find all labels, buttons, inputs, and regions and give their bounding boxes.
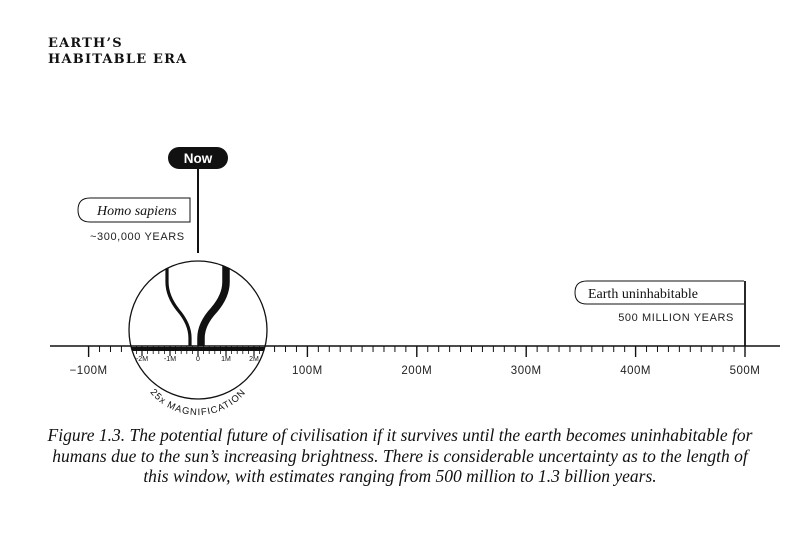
magnified-tick-label: 1M: [221, 356, 231, 363]
homo-sapiens-bracket: [77, 197, 191, 223]
tick-label: 400M: [620, 365, 651, 377]
lineage-branch-left: [165, 262, 192, 346]
magnified-major-ticks: -2M -1M 0 1M 2M: [136, 346, 259, 363]
tick-label: 500M: [730, 365, 761, 377]
magnifier-lens: [128, 260, 268, 400]
minor-ticks: [99, 346, 735, 352]
earth-end-duration: 500 MILLION YEARS: [618, 312, 734, 324]
now-badge-background: [168, 147, 228, 169]
magnified-tick-label: 0: [196, 356, 200, 363]
lineage-branch-right: [197, 262, 230, 346]
title-line-1: EARTH’S: [48, 36, 123, 51]
homo-sapiens-callout: Homo sapiens ~300,000 YEARS: [77, 197, 191, 243]
tick-label: 300M: [511, 365, 542, 377]
tick-label: 100M: [292, 365, 323, 377]
title-line-2: HABITABLE ERA: [48, 52, 188, 67]
tick-label: −100M: [70, 365, 108, 377]
homo-sapiens-duration: ~300,000 YEARS: [90, 231, 185, 243]
magnified-tick-label: -1M: [164, 356, 176, 363]
major-ticks: −100M 100M 200M 300M 400M 500M: [70, 346, 761, 377]
magnified-tick-label: 2M: [249, 356, 259, 363]
figure-title: EARTH’S HABITABLE ERA: [48, 36, 187, 68]
now-label: Now: [184, 151, 213, 166]
earth-uninhabitable-callout: Earth uninhabitable 500 MILLION YEARS: [574, 280, 746, 346]
earth-end-bracket: [574, 280, 744, 305]
magnified-tick-label: -2M: [136, 356, 148, 363]
homo-sapiens-name: Homo sapiens: [96, 204, 177, 219]
tick-label: 200M: [401, 365, 432, 377]
magnifier: -2M -1M 0 1M 2M 25x MAGNIFICATION: [128, 260, 268, 418]
now-badge: Now: [168, 147, 228, 169]
figure-caption: Figure 1.3. The potential future of civi…: [47, 425, 753, 486]
earth-end-name: Earth uninhabitable: [588, 287, 698, 302]
